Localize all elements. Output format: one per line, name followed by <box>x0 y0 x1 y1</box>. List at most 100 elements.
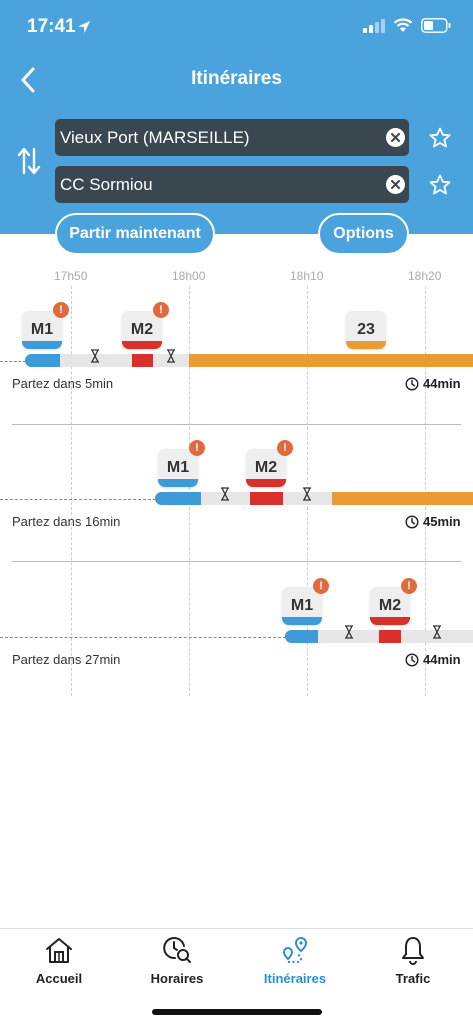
status-indicators <box>363 18 451 33</box>
line-color <box>122 341 162 349</box>
walk-line <box>0 499 156 500</box>
clear-destination-button[interactable] <box>386 175 405 194</box>
wifi-icon <box>393 18 413 32</box>
location-arrow-icon <box>78 21 90 33</box>
line-color <box>346 341 386 349</box>
line-color <box>370 617 410 625</box>
segment-m1 <box>155 492 201 505</box>
segment-m1 <box>25 354 60 367</box>
header: 17:41 Itinéraires <box>0 0 473 234</box>
segment-wait <box>401 630 473 643</box>
trip-timeline: 17h50 18h00 18h10 18h20 M1 ! M2 ! 23 Par… <box>0 234 473 704</box>
destination-field[interactable]: CC Sormiou <box>55 166 409 203</box>
battery-icon <box>421 18 451 33</box>
tick-label: 18h10 <box>290 269 324 283</box>
duration-value: 44min <box>423 376 461 391</box>
line-name: M1 <box>290 597 314 614</box>
signal-icon <box>363 18 385 33</box>
swap-icon[interactable] <box>15 145 43 177</box>
line-name: M2 <box>130 321 154 338</box>
tab-label: Accueil <box>35 971 83 986</box>
segment-wait <box>60 354 132 367</box>
star-origin-icon[interactable] <box>428 126 452 150</box>
gridline <box>307 286 308 696</box>
segment-bus-23 <box>189 354 473 367</box>
hourglass-icon <box>303 487 311 501</box>
line-name: M1 <box>30 321 54 338</box>
gridline <box>71 286 72 696</box>
walk-line <box>0 361 26 362</box>
hourglass-icon <box>433 625 441 639</box>
line-color <box>246 479 286 487</box>
depart-now-button[interactable]: Partir maintenant <box>55 213 215 255</box>
line-badge-m2: M2 <box>122 311 162 349</box>
tick-label: 17h50 <box>54 269 88 283</box>
line-name: M1 <box>166 459 190 476</box>
clear-origin-button[interactable] <box>386 128 405 147</box>
tab-label: Horaires <box>150 971 204 986</box>
line-badge-m1: M1 <box>22 311 62 349</box>
tab-horaires[interactable]: Horaires <box>118 935 236 986</box>
divider <box>12 561 461 562</box>
hourglass-icon <box>345 625 353 639</box>
walk-line <box>0 637 286 638</box>
tab-accueil[interactable]: Accueil <box>0 935 118 986</box>
segment-m2 <box>379 630 401 643</box>
back-button[interactable] <box>14 62 42 98</box>
line-badge-m1: M1 <box>282 587 322 625</box>
status-bar: 17:41 <box>0 0 473 56</box>
gridline <box>189 286 190 696</box>
star-destination-icon[interactable] <box>428 173 452 197</box>
line-badge-m2: M2 <box>370 587 410 625</box>
hourglass-icon <box>167 349 175 363</box>
tab-label: Trafic <box>395 971 431 986</box>
trip-duration: 45min <box>405 514 461 529</box>
departure-text: Partez dans 16min <box>12 514 121 529</box>
close-icon <box>391 180 400 189</box>
segment-wait <box>283 492 332 505</box>
route-icon <box>282 936 308 963</box>
alert-icon[interactable]: ! <box>153 302 169 318</box>
line-name: 23 <box>357 321 375 338</box>
alert-icon[interactable]: ! <box>313 578 329 594</box>
clock-icon <box>405 376 419 391</box>
origin-value: Vieux Port (MARSEILLE) <box>60 127 250 147</box>
bell-icon <box>402 937 424 965</box>
hourglass-icon <box>91 349 99 363</box>
page-title: Itinéraires <box>191 68 282 89</box>
departure-text: Partez dans 5min <box>12 376 114 391</box>
duration-value: 44min <box>423 652 461 667</box>
chevron-left-icon <box>21 67 35 93</box>
alert-icon[interactable]: ! <box>189 440 205 456</box>
hourglass-icon <box>221 487 229 501</box>
tick-label: 18h00 <box>172 269 206 283</box>
destination-value: CC Sormiou <box>60 174 153 194</box>
alert-icon[interactable]: ! <box>53 302 69 318</box>
line-name: M2 <box>254 459 278 476</box>
clock-search-icon <box>163 937 191 963</box>
close-icon <box>391 133 400 142</box>
segment-m2 <box>250 492 283 505</box>
tab-bar: Accueil Horaires Itinéraires Trafic <box>0 928 473 1024</box>
home-icon <box>46 938 72 963</box>
line-color <box>158 479 198 487</box>
gridline <box>425 286 426 696</box>
trip-duration: 44min <box>405 376 461 391</box>
alert-icon[interactable]: ! <box>277 440 293 456</box>
home-indicator <box>152 1009 322 1015</box>
divider <box>12 424 461 425</box>
line-badge-m2: M2 <box>246 449 286 487</box>
line-badge-23: 23 <box>346 311 386 349</box>
segment-wait <box>318 630 379 643</box>
line-color <box>22 341 62 349</box>
origin-field[interactable]: Vieux Port (MARSEILLE) <box>55 119 409 156</box>
trip-duration: 44min <box>405 652 461 667</box>
tab-trafic[interactable]: Trafic <box>354 935 472 986</box>
line-badge-m1: M1 <box>158 449 198 487</box>
alert-icon[interactable]: ! <box>401 578 417 594</box>
segment-m2 <box>132 354 153 367</box>
departure-text: Partez dans 27min <box>12 652 121 667</box>
options-button[interactable]: Options <box>318 213 409 255</box>
tab-itineraires[interactable]: Itinéraires <box>236 935 354 986</box>
status-time: 17:41 <box>27 16 76 37</box>
